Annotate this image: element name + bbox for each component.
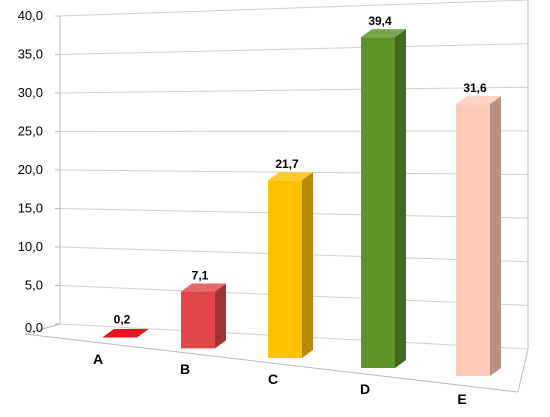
y-tick-label: 30,0	[18, 85, 43, 100]
bar-side	[395, 29, 406, 368]
y-tick-label: 10,0	[18, 239, 43, 254]
gridline	[59, 0, 529, 17]
bar-front	[268, 180, 302, 359]
bar-top	[268, 172, 313, 181]
data-label: 39,4	[368, 14, 392, 28]
y-tick-label: 15,0	[18, 201, 43, 216]
data-labels: 0,2 7,1 21,7 39,4 31,6	[114, 14, 487, 326]
gridline	[59, 86, 529, 94]
y-tick-label: 40,0	[18, 8, 43, 23]
data-label: 7,1	[192, 269, 209, 283]
x-category-label: B	[180, 361, 190, 377]
y-tick-label: 20,0	[18, 162, 43, 177]
x-category-label: C	[268, 371, 278, 387]
bar-front	[181, 291, 215, 349]
bar-top	[456, 96, 501, 105]
y-tick-label: 5,0	[25, 278, 43, 293]
bar-top	[181, 283, 226, 292]
x-axis-categories: A B C D E	[93, 351, 467, 407]
y-tick-label: 0,0	[25, 320, 43, 335]
bar-side	[215, 283, 226, 349]
x-category-label: A	[93, 351, 103, 367]
gridline	[59, 43, 529, 55]
bar-A	[102, 328, 149, 338]
bar-top	[102, 328, 149, 338]
data-label: 31,6	[463, 81, 487, 95]
bar-E	[456, 96, 501, 377]
bar-B	[181, 283, 226, 349]
y-tick-label: 25,0	[18, 124, 43, 139]
bars	[102, 29, 501, 377]
bar-D	[361, 29, 406, 368]
y-tick-label: 35,0	[18, 47, 43, 62]
data-label: 0,2	[114, 313, 131, 327]
x-category-label: D	[360, 381, 370, 397]
bar-C	[268, 172, 313, 359]
bar-side	[490, 96, 501, 377]
bar-front	[456, 104, 490, 377]
gridline	[59, 130, 529, 132]
data-label: 21,7	[275, 157, 299, 171]
x-category-label: E	[457, 391, 466, 407]
bar-side	[302, 172, 313, 359]
bar-front	[361, 37, 395, 368]
y-axis-ticks: 0,0 5,0 10,0 15,0 20,0 25,0 30,0 35,0 40,0	[18, 8, 43, 335]
floor-edge	[24, 333, 529, 393]
bar-top	[361, 29, 406, 38]
